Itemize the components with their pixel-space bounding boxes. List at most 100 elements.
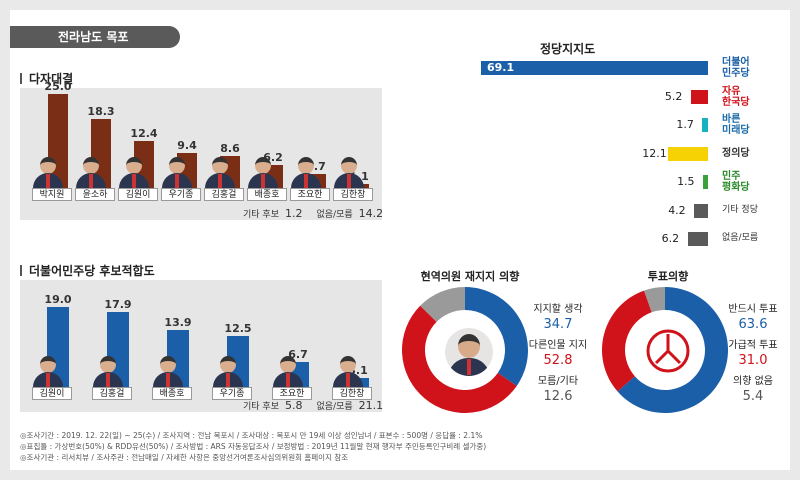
dp-bar [107,311,129,392]
party-name-line1: 없음/모름 [722,233,759,243]
photo-head [83,157,99,174]
vote-legend-value: 63.6 [738,317,768,332]
dp-candidate-name: 우기종 [212,387,252,400]
incumbent-slice [465,287,528,386]
photo-head [126,157,142,174]
multi-value-label: 12.4 [130,127,158,141]
dp-section-title: 더불어민주당 후보적합도 [20,262,155,279]
party-value-label: 1.5 [677,175,695,188]
vote-legend-value: 5.4 [742,389,764,404]
multi-candidate-name: 조요한 [290,188,330,201]
photo-head [298,157,314,174]
incumbent-legend-item: 모름/기타 12.6 [523,372,593,404]
photo-tie [89,174,93,188]
dp-candidate-photo [91,355,125,389]
dp-candidate-photo [211,355,245,389]
party-name: 기타 정당 [722,205,758,216]
dp-candidate-name: 김홍걸 [92,387,132,400]
multi-candidate-name: 김홍걸 [204,188,244,201]
multi-candidate-name: 김원이 [118,188,158,201]
photo-tie [132,174,136,188]
incumbent-donut [402,287,528,413]
party-name-line2: 민주당 [722,68,750,79]
party-name-line2: 한국당 [722,96,750,108]
party-bar [481,61,708,75]
note-line: ◎조사기간 : 2019. 12. 22(일) ~ 25(수) / 조사지역 :… [20,431,483,440]
party-name-line1: 더불어 [722,57,750,68]
dp-candidate-name: 조요한 [272,387,312,400]
vote-legend-label: 의향 없음 [733,376,773,387]
dp-value-label: 17.9 [104,297,132,311]
party-value-label: 5.2 [664,89,683,103]
party-title: 정당지지도 [540,42,596,56]
party-name-line1: 자유 [722,85,741,97]
party-name-line1: 기타 정당 [722,204,758,215]
multi-candidate-name: 박지원 [32,188,72,201]
incumbent-legend-label: 다른인물 지지 [528,340,588,351]
dp-chart-area [20,280,382,412]
dp-value-label: 19.0 [44,293,72,306]
multi-candidate-photo [31,156,65,190]
multi-value-label: 9.4 [177,138,197,152]
dp-candidate-name: 김원이 [32,387,72,400]
incumbent-legend-value: 52.8 [543,353,573,368]
photo-head [100,356,116,373]
vote-slice [617,287,728,413]
dp-value-label: 13.9 [164,315,192,329]
dp-value-label: 12.5 [224,322,252,336]
dp-candidate-name: 김한창 [332,387,372,400]
photo-head [341,157,357,174]
multi-candidate-photo [117,156,151,190]
multi-value-label: 25.0 [44,80,72,93]
photo-tie [347,174,351,188]
party-bar [687,232,708,246]
party-name: 더불어 민주당 [722,57,750,79]
party-value-label: 1.7 [676,118,694,131]
party-name-line1: 바른 [722,114,741,125]
multi-candidate-photo [160,156,194,190]
photo-tie [304,174,308,188]
multi-candidate-name: 우기종 [161,188,201,201]
vote-legend-item: 가급적 투표 31.0 [718,336,788,368]
party-name: 없음/모름 [722,233,758,244]
incumbent-slice [420,287,465,322]
multi-value-label: 18.3 [87,105,115,119]
dp-etc: 기타 후보 5.8 없음/모름 21.1 [243,399,384,412]
photo-head [169,157,185,174]
photo-tie [346,373,350,387]
dp-candidate-photo [151,355,185,389]
photo-tie [226,373,230,387]
ballot-stamp-icon [642,325,694,377]
incumbent-legend-item: 지지할 생각 34.7 [523,300,593,332]
photo-tie [175,174,179,188]
party-bar [668,146,708,161]
incumbent-legend-label: 지지할 생각 [533,304,583,315]
party-bar [703,175,708,189]
photo-head [40,157,56,174]
vote-legend-label: 가급적 투표 [728,340,778,351]
incumbent-legend-value: 34.7 [543,317,573,332]
multi-value-label: 8.6 [220,141,240,155]
incumbent-legend-label: 모름/기타 [537,376,579,387]
dp-candidate-photo [331,355,365,389]
multi-candidate-photo [203,156,237,190]
vote-slice [644,287,665,313]
incumbent-legend-value: 12.6 [543,389,573,404]
vote-legend-value: 31.0 [738,353,768,368]
party-name: 민주 평화당 [722,171,750,193]
party-name: 바른 미래당 [722,114,750,136]
dp-candidate-photo [271,355,305,389]
party-name-line2: 미래당 [722,125,750,136]
vote-legend-item: 의향 없음 5.4 [718,372,788,404]
photo-head [40,356,56,373]
party-value-label: 6.2 [661,232,680,245]
incumbent-legend-item: 다른인물 지지 52.8 [523,336,593,368]
vote-title: 투표의향 [647,270,689,283]
photo-head [220,356,236,373]
multi-candidate-photo [289,156,323,190]
party-bar [702,118,708,132]
vote-legend-label: 반드시 투표 [728,304,778,315]
note-line: ◎조사기관 : 리서치뷰 / 조사주관 : 전남매일 / 자세한 사항은 중앙선… [20,453,349,462]
photo-head [280,356,296,373]
vote-donut [602,287,728,413]
